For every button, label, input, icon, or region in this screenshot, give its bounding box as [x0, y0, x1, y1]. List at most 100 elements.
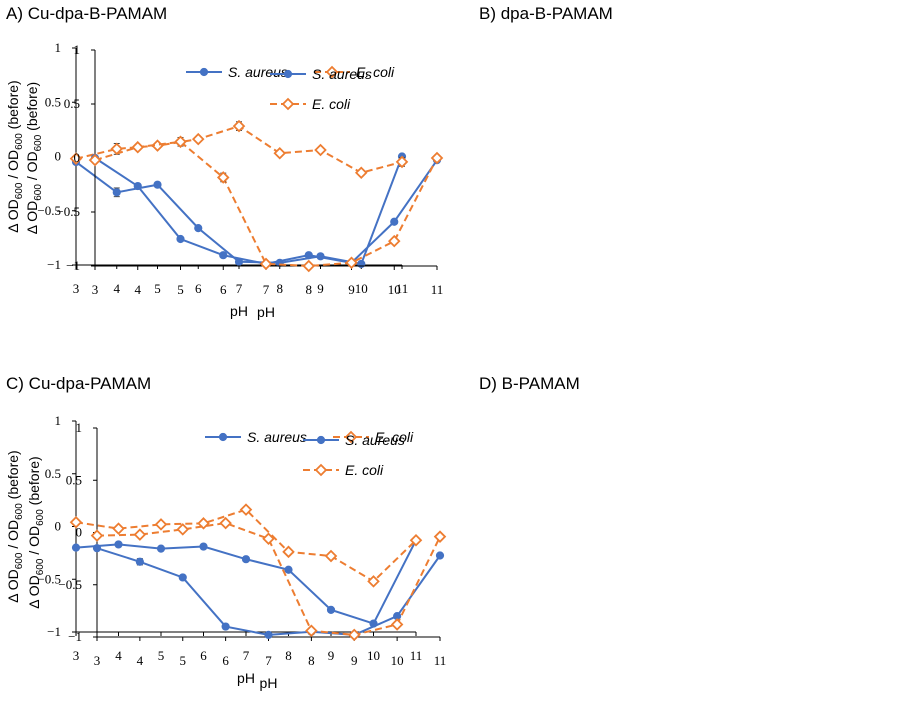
y-axis-title-part: Δ OD [5, 569, 21, 602]
y-axis-title-part: 600 [14, 503, 25, 520]
data-point [176, 234, 185, 244]
x-tick-label: 9 [348, 282, 355, 297]
series-ecoli [88, 135, 444, 273]
x-tick-label: 3 [73, 648, 80, 663]
series-line [75, 539, 417, 625]
y-axis-title: Δ OD600 / OD600 (before) [5, 80, 25, 232]
chart-title: C) Cu-dpa-PAMAM [6, 374, 152, 393]
y-axis-title-part: 600 [33, 184, 44, 201]
series-line [96, 522, 441, 636]
y-axis-title-part: / OD [5, 520, 21, 553]
x-tick-label: 10 [391, 653, 404, 668]
y-tick-label: 0.5 [64, 96, 80, 111]
legend-label: E. coli [375, 429, 414, 445]
data-point [304, 251, 313, 260]
x-tick-label: 3 [73, 281, 80, 296]
y-axis-title-part: 600 [14, 133, 25, 150]
y-tick-label: 1 [55, 413, 62, 428]
data-point [153, 180, 162, 189]
data-point [324, 549, 338, 563]
x-tick-label: 7 [236, 281, 243, 296]
y-axis-title-part: Δ OD [5, 199, 21, 232]
data-point [435, 551, 445, 560]
x-tick-label: 11 [431, 282, 444, 297]
legend-marker [218, 432, 228, 442]
y-axis-title-part: (before) [5, 80, 21, 133]
legend-marker [344, 430, 358, 444]
x-axis-title: pH [257, 304, 275, 320]
data-point [133, 181, 142, 191]
x-tick-label: 10 [388, 282, 401, 297]
y-tick-label: −1 [47, 624, 61, 639]
y-axis-title-part: 600 [35, 509, 46, 526]
data-point [347, 628, 361, 642]
legend-marker [199, 67, 209, 77]
x-tick-label: 6 [195, 281, 202, 296]
data-point [273, 146, 287, 160]
data-point [135, 557, 144, 566]
data-point [305, 624, 318, 638]
x-tick-label: 11 [434, 653, 447, 668]
data-point [221, 622, 230, 631]
data-point [178, 573, 187, 582]
data-point [390, 217, 399, 226]
data-point [354, 166, 368, 180]
x-tick-label: 3 [94, 653, 101, 668]
data-point [199, 542, 208, 551]
data-point [433, 530, 447, 543]
y-tick-label: −1 [66, 258, 80, 273]
series-saureus [71, 536, 421, 628]
legend-label: S. aureus [228, 64, 288, 80]
x-tick-label: 10 [367, 648, 380, 663]
data-point [176, 523, 190, 536]
x-tick-label: 9 [317, 281, 324, 296]
y-tick-label: 0 [74, 150, 81, 165]
x-tick-label: 5 [154, 281, 161, 296]
data-point [88, 153, 102, 167]
series-ecoli [90, 516, 447, 642]
data-point [114, 540, 123, 549]
y-tick-label: −1 [47, 257, 61, 272]
data-point [387, 234, 401, 248]
data-point [241, 555, 251, 564]
y-tick-label: 0 [76, 525, 83, 540]
series-line [75, 125, 403, 174]
x-axis-title: pH [260, 675, 278, 691]
y-tick-label: −0.5 [56, 204, 80, 219]
x-tick-label: 6 [222, 653, 229, 668]
chart-title: D) B-PAMAM [479, 374, 580, 393]
y-axis-title-part: (before) [5, 450, 21, 503]
data-point [302, 259, 316, 273]
data-point [216, 171, 230, 184]
data-point [156, 544, 166, 553]
legend-marker [325, 65, 339, 79]
data-point [194, 224, 203, 233]
data-point [326, 605, 336, 614]
chart-panel-c: C) Cu-dpa-PAMAM 1 0.5 0 −0.5 −1 3 4 5 6 7 8 9 10 11 pH… [0, 370, 451, 701]
data-point [112, 188, 121, 197]
x-tick-label: 8 [306, 282, 313, 297]
data-point [69, 152, 83, 165]
x-tick-label: 8 [277, 281, 284, 296]
data-point [219, 516, 232, 530]
data-point [232, 119, 246, 133]
data-point [259, 257, 273, 271]
data-point [395, 155, 409, 169]
legend-label: S. aureus [312, 66, 372, 82]
x-tick-label: 5 [180, 653, 187, 668]
chart-panel-d: D) B-PAMAM 1 0.5 0 −0.5 −1 3 4 5 6 7 8 9 10 11 pH Δ OD6… [26, 370, 902, 701]
x-tick-label: 8 [308, 653, 315, 668]
y-tick-label: 0.5 [66, 472, 82, 487]
data-point [262, 532, 275, 546]
y-tick-label: 0 [55, 519, 62, 534]
y-tick-label: 0.5 [45, 466, 61, 481]
x-tick-label: 6 [220, 282, 227, 297]
y-tick-label: −1 [68, 629, 82, 644]
